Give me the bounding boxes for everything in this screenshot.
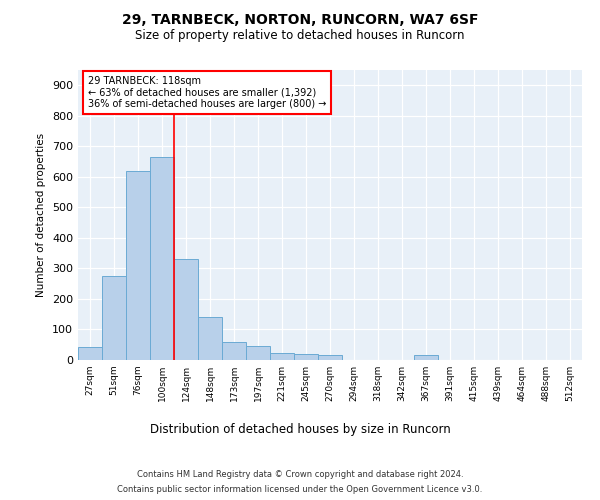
Bar	[270, 354, 294, 360]
Bar	[318, 354, 342, 360]
Text: Contains public sector information licensed under the Open Government Licence v3: Contains public sector information licen…	[118, 485, 482, 494]
Text: Contains HM Land Registry data © Crown copyright and database right 2024.: Contains HM Land Registry data © Crown c…	[137, 470, 463, 479]
Bar	[78, 347, 102, 360]
Bar	[126, 170, 150, 360]
Text: 29 TARNBECK: 118sqm
← 63% of detached houses are smaller (1,392)
36% of semi-det: 29 TARNBECK: 118sqm ← 63% of detached ho…	[88, 76, 326, 109]
Text: Distribution of detached houses by size in Runcorn: Distribution of detached houses by size …	[149, 422, 451, 436]
Bar	[246, 346, 270, 360]
Text: 29, TARNBECK, NORTON, RUNCORN, WA7 6SF: 29, TARNBECK, NORTON, RUNCORN, WA7 6SF	[122, 12, 478, 26]
Text: Size of property relative to detached houses in Runcorn: Size of property relative to detached ho…	[135, 29, 465, 42]
Bar	[198, 318, 222, 360]
Bar	[294, 354, 318, 360]
Bar	[102, 276, 126, 360]
Y-axis label: Number of detached properties: Number of detached properties	[37, 133, 46, 297]
Bar	[414, 354, 438, 360]
Bar	[150, 157, 174, 360]
Bar	[174, 260, 198, 360]
Bar	[222, 342, 246, 360]
